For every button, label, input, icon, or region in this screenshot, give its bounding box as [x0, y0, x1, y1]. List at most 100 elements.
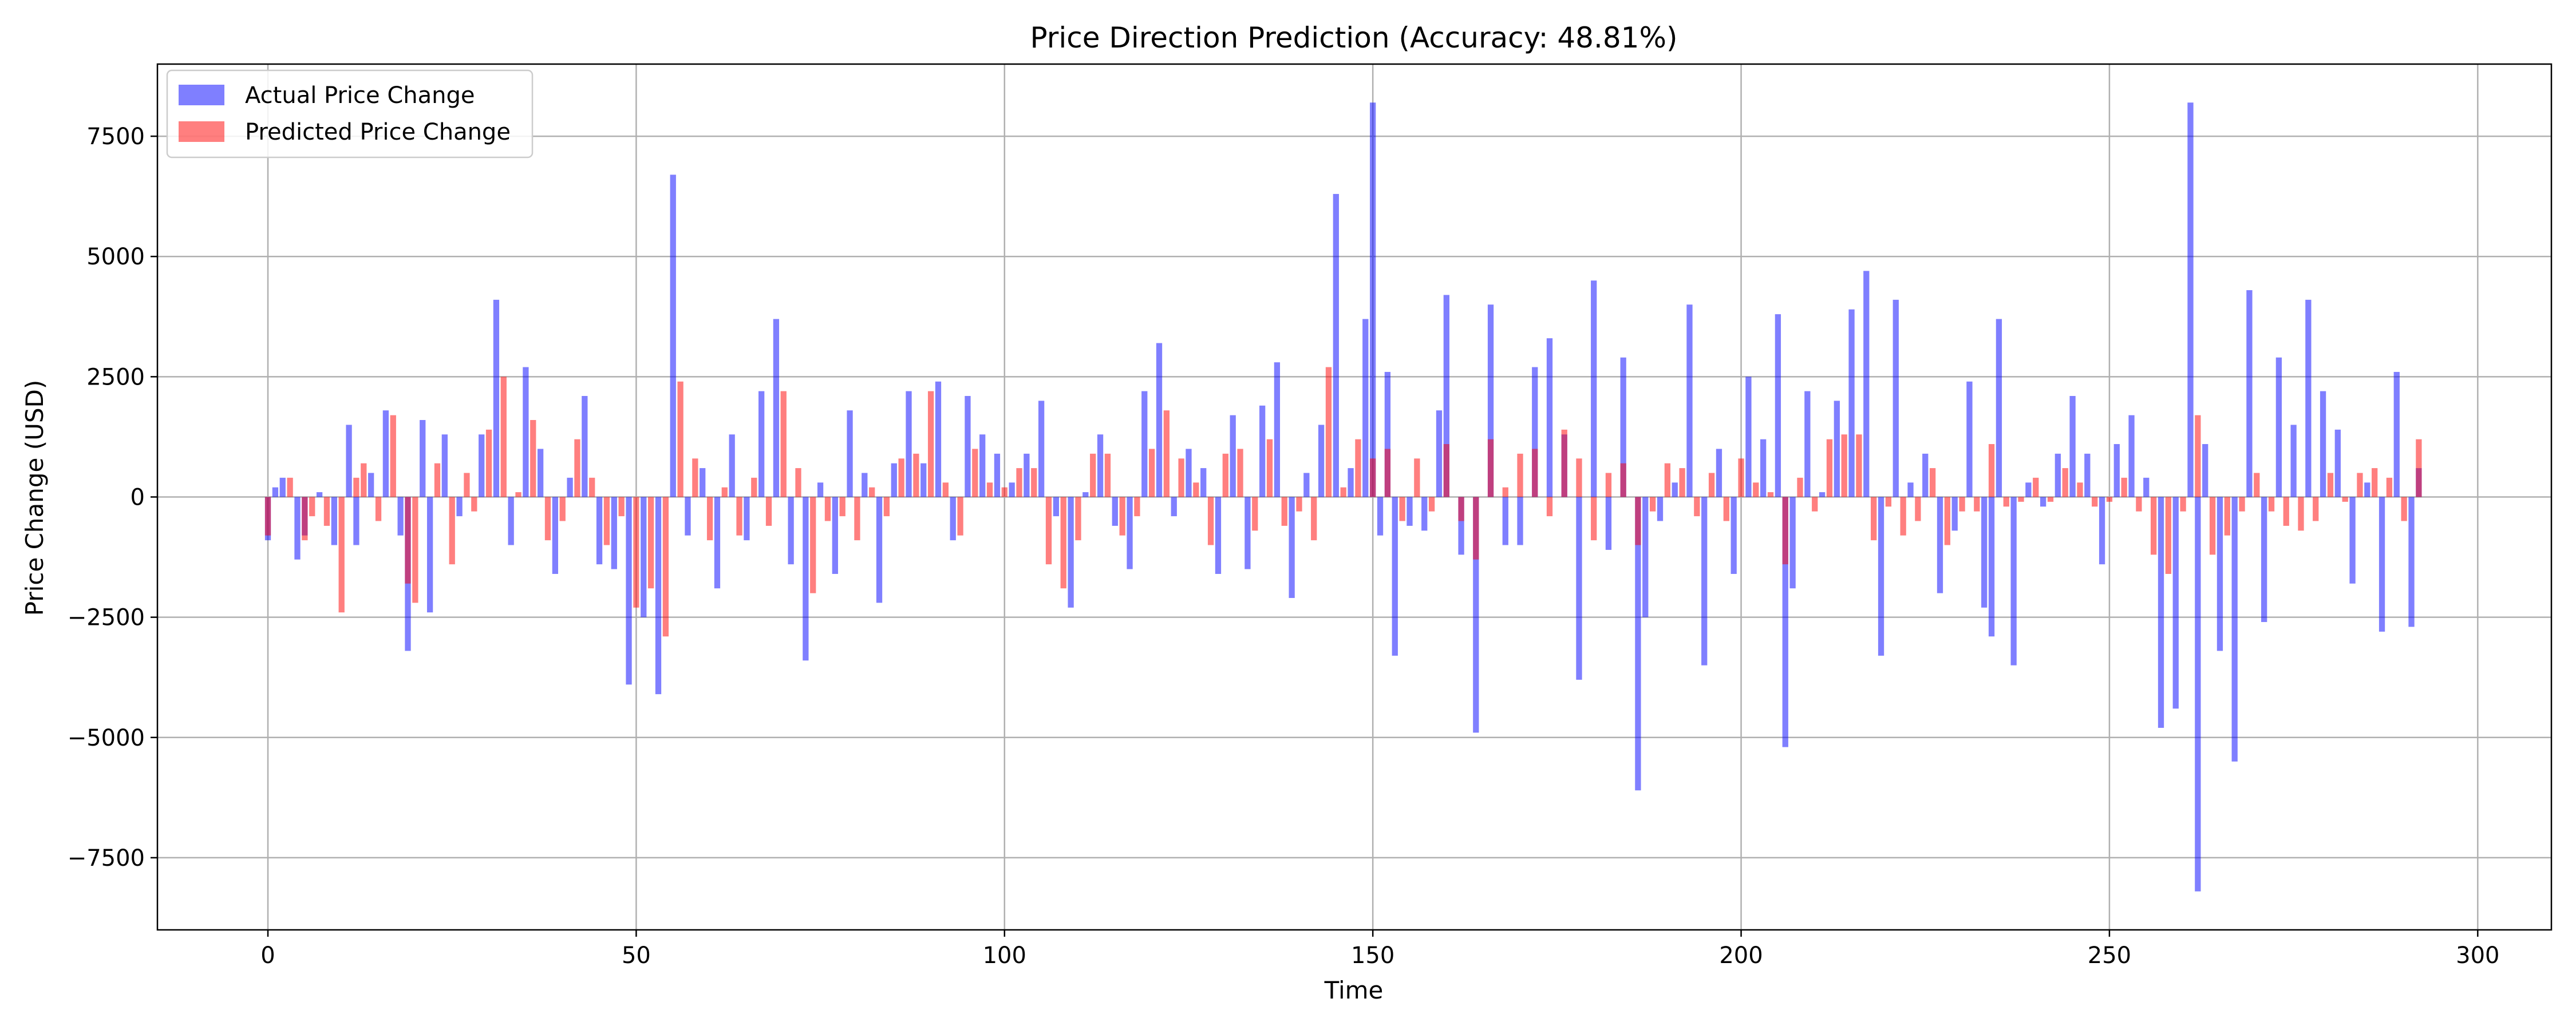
predicted-bar: [412, 497, 418, 603]
actual-bar: [862, 473, 868, 497]
actual-bar: [2069, 395, 2076, 497]
predicted-bar: [589, 477, 595, 497]
actual-bar: [1244, 497, 1251, 569]
predicted-bar: [323, 497, 330, 526]
actual-bar: [1421, 497, 1428, 531]
actual-bar: [1517, 497, 1523, 545]
actual-bar: [1804, 391, 1811, 497]
actual-bar: [582, 395, 588, 497]
actual-bar: [773, 319, 780, 497]
actual-bar: [1907, 482, 1914, 497]
y-tick-label: −5000: [68, 725, 145, 751]
predicted-bar: [2239, 497, 2245, 512]
actual-bar: [1053, 497, 1060, 517]
predicted-bar: [1753, 482, 1759, 497]
predicted-bar: [1767, 492, 1774, 497]
actual-bar: [368, 473, 374, 497]
y-tick-label: 2500: [86, 364, 145, 390]
predicted-bar: [574, 439, 580, 497]
actual-bar: [567, 477, 573, 497]
predicted-bar: [559, 497, 566, 521]
chart-title: Price Direction Prediction (Accuracy: 48…: [1030, 21, 1678, 54]
actual-bar: [1848, 309, 1855, 497]
actual-bar: [2143, 477, 2150, 497]
actual-bar: [1591, 280, 1597, 497]
actual-bar: [2172, 497, 2179, 709]
actual-bar: [1200, 468, 1207, 497]
actual-bar: [1605, 497, 1612, 550]
predicted-bar: [1723, 497, 1729, 521]
actual-bar: [670, 175, 676, 497]
actual-bar: [979, 434, 986, 497]
predicted-bar: [1487, 439, 1494, 497]
predicted-bar: [2254, 473, 2260, 497]
y-tick-label: −2500: [68, 605, 145, 631]
actual-bar: [508, 497, 514, 545]
predicted-bar: [1090, 453, 1096, 497]
predicted-bar: [2313, 497, 2319, 521]
predicted-bar: [692, 458, 698, 497]
actual-bar: [655, 497, 662, 695]
actual-bar: [847, 410, 853, 497]
actual-bar: [2320, 391, 2326, 497]
predicted-bar: [1620, 463, 1626, 497]
predicted-bar: [2195, 415, 2201, 497]
actual-bar: [346, 425, 352, 497]
legend: Actual Price Change Predicted Price Chan…: [166, 69, 534, 159]
actual-bar: [552, 497, 559, 574]
actual-bar: [1620, 357, 1626, 497]
actual-bar: [1274, 362, 1281, 497]
actual-bar: [1981, 497, 1988, 608]
actual-bar: [1878, 497, 1884, 656]
actual-bar: [1775, 314, 1781, 497]
predicted-bar: [2327, 473, 2334, 497]
actual-bar: [456, 497, 463, 517]
actual-bar: [1782, 497, 1788, 747]
actual-bar: [1458, 497, 1464, 555]
actual-bar: [788, 497, 794, 565]
x-axis-title: Time: [1324, 976, 1384, 1004]
predicted-bar: [264, 497, 271, 536]
predicted-bar: [1104, 453, 1111, 497]
predicted-bar: [1001, 487, 1008, 497]
predicted-bar: [1428, 497, 1435, 512]
y-tick-label: 5000: [86, 244, 145, 270]
actual-bar: [1819, 492, 1826, 497]
actual-bar: [1863, 271, 1870, 497]
predicted-bar: [1988, 444, 1995, 497]
actual-bar: [1893, 299, 1899, 497]
predicted-bar: [375, 497, 382, 521]
predicted-bar: [1281, 497, 1287, 526]
actual-bar: [1532, 367, 1538, 497]
actual-bar: [316, 492, 323, 497]
predicted-bar: [1959, 497, 1965, 512]
predicted-bar: [869, 487, 875, 497]
actual-bar: [832, 497, 838, 574]
actual-bar: [2305, 299, 2312, 497]
predicted-bar: [2033, 477, 2039, 497]
predicted-bar: [1414, 458, 1420, 497]
actual-bar: [1789, 497, 1796, 589]
actual-bar: [817, 482, 824, 497]
actual-bar: [2290, 425, 2297, 497]
predicted-bar: [957, 497, 963, 536]
predicted-bar: [1016, 468, 1022, 497]
actual-bar: [1127, 497, 1133, 569]
predicted-bar: [544, 497, 551, 541]
actual-bar: [1642, 497, 1649, 617]
predicted-bar: [1576, 458, 1582, 497]
predicted-bar: [1443, 444, 1449, 497]
actual-bar: [876, 497, 883, 603]
predicted-bar: [2209, 497, 2216, 555]
predicted-bar: [2180, 497, 2186, 512]
predicted-bar: [338, 497, 345, 613]
y-tick-label: 0: [131, 485, 145, 511]
actual-bar: [1657, 497, 1664, 521]
actual-bar: [1259, 405, 1266, 497]
predicted-bar: [603, 497, 610, 545]
predicted-bar: [2136, 497, 2142, 512]
predicted-bar: [633, 497, 639, 608]
actual-bar: [626, 497, 632, 685]
y-tick-label: 7500: [86, 124, 145, 150]
actual-bar: [1716, 449, 1722, 497]
